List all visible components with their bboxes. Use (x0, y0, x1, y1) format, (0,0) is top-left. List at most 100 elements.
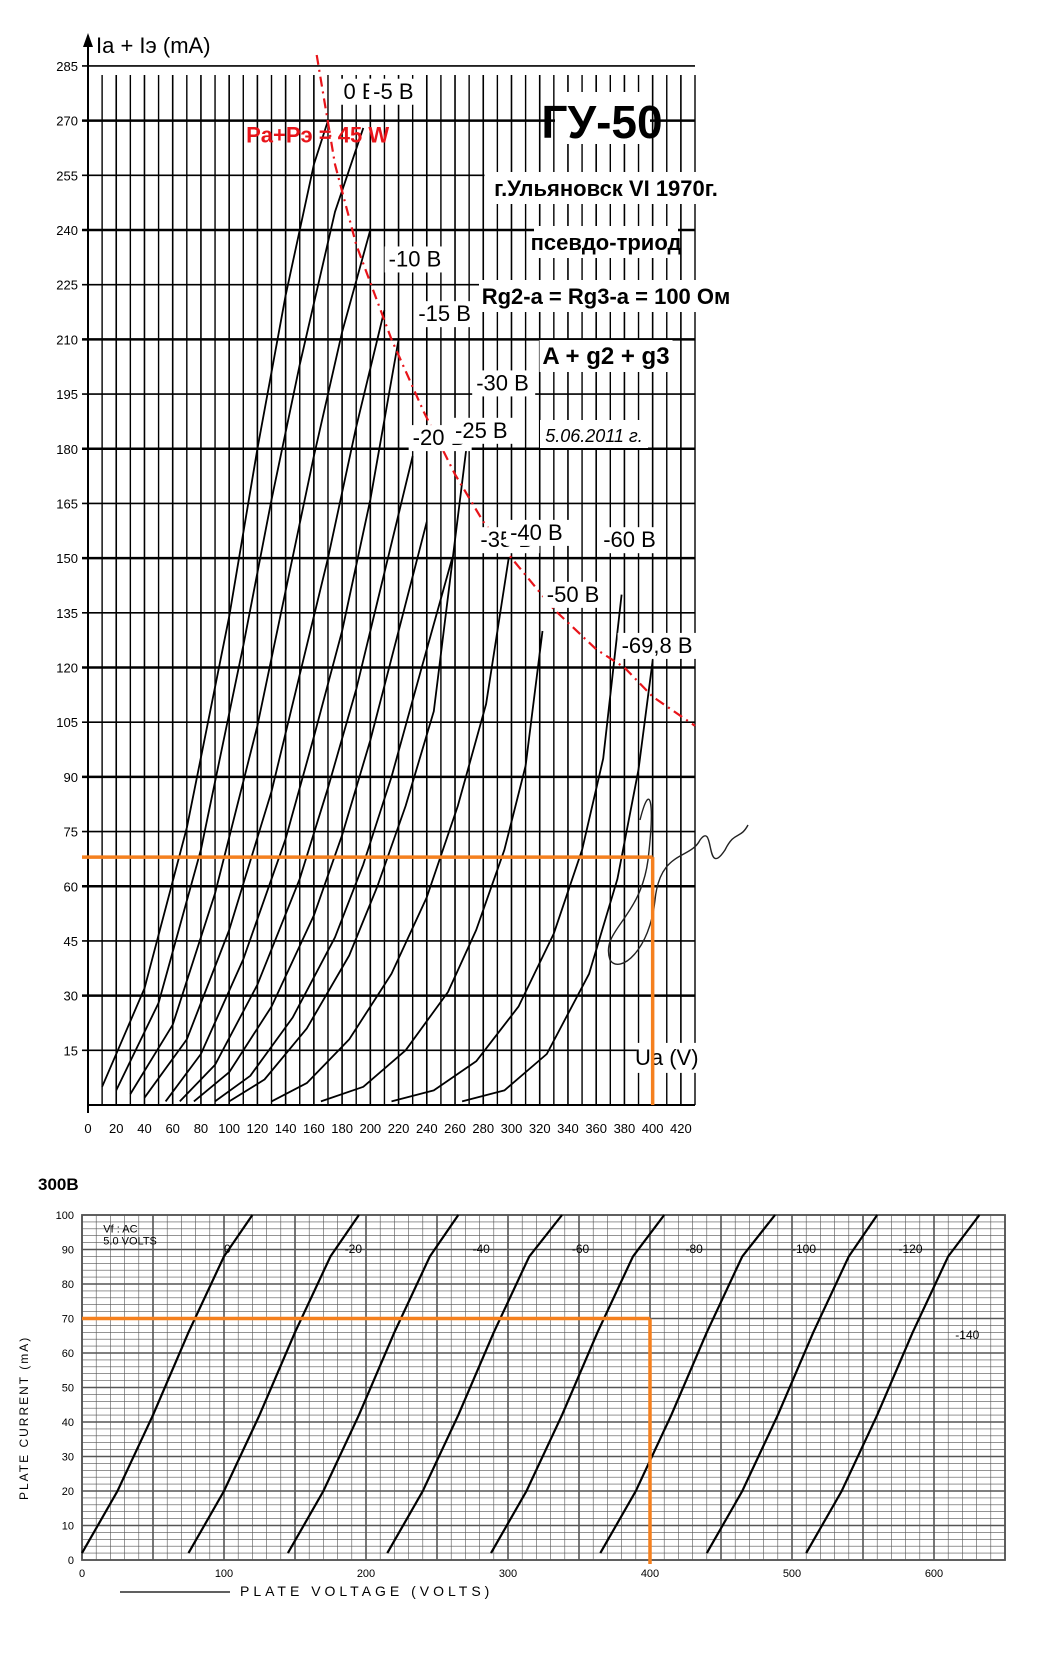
curve-label-bg (451, 417, 515, 444)
chart-subtitle: Rg2-a = Rg3-a = 100 Ом (482, 284, 731, 309)
y-tick-label: 70 (62, 1314, 74, 1326)
date-bg (540, 420, 648, 448)
curve-line (214, 557, 454, 1103)
x-tick-label: 300 (499, 1568, 517, 1580)
curve-label-bg (617, 632, 703, 659)
power-limit-label: Pa+Pэ = 45 W (246, 123, 389, 148)
y-tick-label: 30 (64, 989, 78, 1004)
curve-label-bg (472, 370, 536, 397)
curve-line (599, 1214, 776, 1554)
gu50-chart: 15 30 45 60 75 90 105 120 135 150 165 180 195 210 225 2… (56, 33, 749, 1136)
y-tick-label: 150 (56, 551, 78, 566)
curve-label: -40 (473, 1242, 491, 1256)
subtitle-bg (534, 226, 678, 258)
x-tick-label: 200 (359, 1121, 381, 1136)
x-tick-label: 20 (109, 1121, 123, 1136)
chart-subtitle: A + g2 + g3 (542, 343, 669, 370)
title-bg (555, 92, 650, 144)
curve-label: -40 В (510, 520, 563, 545)
curve-line (187, 1214, 360, 1554)
curve-line (490, 1214, 666, 1554)
x-tick-label: 60 (165, 1121, 179, 1136)
x-tick-label: 100 (218, 1121, 240, 1136)
x-axis-label: Ua (V) (635, 1045, 699, 1070)
curve-label: -15 В (418, 301, 471, 326)
x-tick-label: 280 (472, 1121, 494, 1136)
y-tick-label: 210 (56, 332, 78, 347)
y-tick-label: 270 (56, 114, 78, 129)
x-tick-label: 300 (501, 1121, 523, 1136)
curve-label-bg (414, 301, 478, 328)
x-tick-label: 100 (215, 1568, 233, 1580)
curve-label: -60 (572, 1242, 590, 1256)
chart-subtitle: псевдо-триод (531, 230, 682, 255)
curve-label: 0 (224, 1242, 231, 1256)
curve-line (115, 127, 365, 1091)
curve-label: -50 В (547, 582, 600, 607)
subtitle-bg (479, 280, 733, 312)
power-limit-curve (315, 54, 696, 727)
x-tick-label: 180 (331, 1121, 353, 1136)
y-axis-label: PLATE CURRENT (mA) (17, 1336, 31, 1500)
curve-line (461, 660, 654, 1103)
y-tick-label: 240 (56, 223, 78, 238)
y-axis-label: Ia + Iэ (mA) (96, 33, 211, 58)
x-tick-label: 360 (585, 1121, 607, 1136)
curve-line (164, 339, 400, 1102)
x-tick-label: 220 (388, 1121, 410, 1136)
y-tick-label: 75 (64, 825, 78, 840)
curve-label-bg (384, 246, 448, 273)
y-tick-label: 30 (62, 1452, 74, 1464)
curve-line (143, 309, 386, 1099)
y-tick-label: 90 (62, 1245, 74, 1257)
subtitle-bg (539, 340, 673, 372)
y-tick-label: 100 (56, 1210, 74, 1222)
x-tick-label: 600 (925, 1568, 943, 1580)
x-tick-label: 0 (84, 1121, 91, 1136)
y-tick-label: 45 (64, 934, 78, 949)
x-tick-label: 160 (303, 1121, 325, 1136)
x-tick-label: 40 (137, 1121, 151, 1136)
curve-line (805, 1214, 981, 1554)
curve-line (81, 1214, 254, 1554)
subtitle-bg (484, 172, 728, 204)
curve-label: -25 В (455, 418, 508, 443)
300b-chart: 300B 0 10 20 30 40 50 60 70 80 90 100 0 100 200 300 400 5… (17, 1175, 1006, 1599)
curve-line (705, 1214, 879, 1554)
y-tick-label: 255 (56, 168, 78, 183)
x-tick-label: 400 (641, 1568, 659, 1580)
curve-label-bg (506, 519, 570, 546)
y-tick-label: 165 (56, 496, 78, 511)
curve-label-bg (542, 581, 606, 608)
x-tick-label: 420 (670, 1121, 692, 1136)
curve-label: -5 В (373, 79, 413, 104)
curve-line (320, 630, 544, 1103)
y-tick-label: 135 (56, 606, 78, 621)
curve-label: -120 (899, 1242, 923, 1256)
legend-note: 5.0 VOLTS (103, 1235, 157, 1247)
chart-title: ГУ-50 (541, 96, 662, 148)
curve-line (179, 455, 414, 1103)
curve-label: -60 В (603, 527, 656, 552)
y-tick-label: 180 (56, 442, 78, 457)
curve-line (228, 448, 468, 1103)
x-tick-label: 400 (642, 1121, 664, 1136)
legend-note: Vf : AC (103, 1223, 137, 1235)
signature (607, 798, 749, 965)
curve-label: -69,8 В (622, 633, 693, 658)
x-tick-label: 500 (783, 1568, 801, 1580)
x-tick-label: 340 (557, 1121, 579, 1136)
curve-label: -10 В (389, 246, 442, 271)
y-tick-label: 20 (62, 1486, 74, 1498)
curve-line (271, 557, 510, 1103)
curve-label: -30 В (476, 370, 529, 395)
x-tick-label: 260 (444, 1121, 466, 1136)
curve-label: -140 (955, 1328, 979, 1342)
y-axis-arrow-icon (83, 33, 93, 47)
x-tick-label: 140 (275, 1121, 297, 1136)
y-tick-label: 40 (62, 1417, 74, 1429)
y-tick-label: 10 (62, 1521, 74, 1533)
y-tick-label: 120 (56, 661, 78, 676)
x-tick-label: 240 (416, 1121, 438, 1136)
chart-date: 5.06.2011 г. (545, 426, 643, 446)
